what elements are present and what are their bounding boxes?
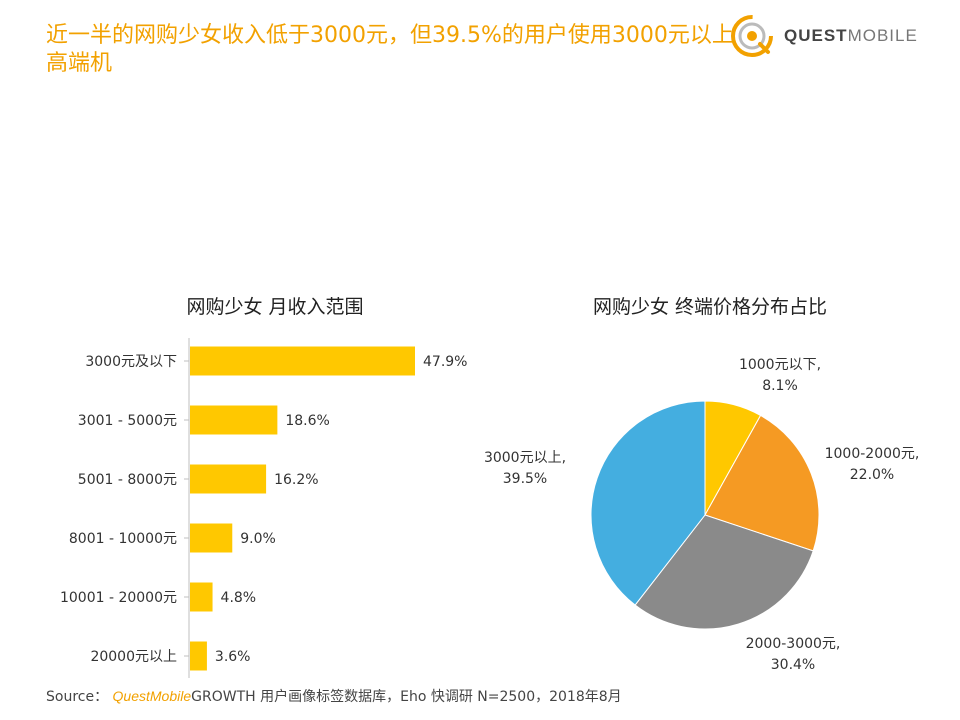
pie-slice	[704, 414, 820, 552]
pie-category-label: 1000-2000元,	[825, 446, 920, 462]
pie-value-label: 8.1%	[762, 378, 798, 394]
source-suffix: GROWTH 用户画像标签数据库，Eho 快调研 N=2500，2018年8月	[191, 689, 622, 705]
income-bar	[190, 405, 278, 435]
bar-value-label: 16.2%	[274, 472, 318, 488]
pie-chart-title: 网购少女 终端价格分布占比	[592, 296, 828, 318]
bar-value-label: 47.9%	[423, 354, 467, 370]
income-bar	[190, 641, 207, 671]
bar-value-label: 3.6%	[215, 649, 251, 665]
logo-mark-icon	[731, 15, 773, 57]
bar-value-label: 9.0%	[240, 531, 276, 547]
bar-category-label: 10001 - 20000元	[60, 590, 177, 606]
bar-category-label: 8001 - 10000元	[69, 531, 177, 547]
source-prefix: Source：	[46, 689, 109, 705]
bar-chart-title: 网购少女 月收入范围	[186, 296, 364, 318]
logo-word-mobile: MOBILE	[847, 26, 918, 45]
page-title: 近一半的网购少女收入低于3000元，但39.5%的用户使用3000元以上高端机	[46, 23, 734, 76]
source-brand: QuestMobile	[112, 688, 192, 704]
pie-value-label: 39.5%	[503, 471, 547, 487]
income-bar	[190, 464, 267, 494]
bar-value-label: 4.8%	[221, 590, 257, 606]
pie-value-label: 30.4%	[771, 657, 815, 673]
income-bar	[190, 523, 233, 553]
bar-category-label: 3000元及以下	[85, 354, 177, 370]
bar-category-label: 5001 - 8000元	[78, 472, 177, 488]
bar-value-label: 18.6%	[285, 413, 329, 429]
pie-category-label: 2000-3000元,	[746, 636, 841, 652]
income-bar	[190, 582, 213, 612]
logo-wordmark: QUESTMOBILE	[784, 26, 918, 46]
logo-word-quest: QUEST	[784, 26, 848, 45]
pie-category-label: 1000元以下,	[739, 357, 821, 373]
pie-slice	[590, 400, 706, 606]
bar-category-label: 3001 - 5000元	[78, 413, 177, 429]
pie-slice	[634, 514, 814, 630]
source-note: Source： QuestMobileGROWTH 用户画像标签数据库，Eho …	[46, 686, 622, 706]
pie-value-label: 22.0%	[850, 467, 894, 483]
questmobile-logo: QUESTMOBILE	[728, 12, 928, 60]
pie-category-label: 3000元以上,	[484, 450, 566, 466]
income-bar	[190, 346, 415, 376]
bar-category-label: 20000元以上	[90, 649, 177, 665]
